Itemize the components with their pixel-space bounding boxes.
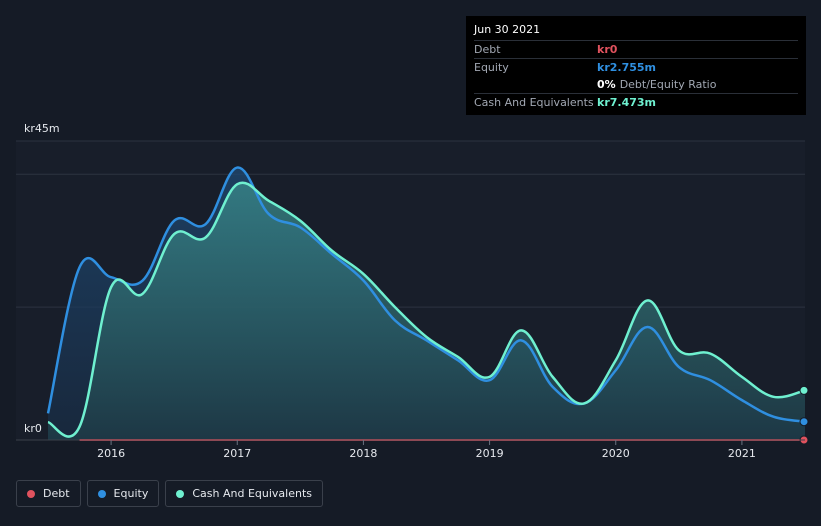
legend-label-cash: Cash And Equivalents: [192, 487, 312, 500]
x-tick-label: 2021: [728, 447, 756, 460]
x-tick-label: 2020: [602, 447, 630, 460]
tooltip-cash-label: Cash And Equivalents: [474, 96, 594, 109]
legend-label-debt: Debt: [43, 487, 70, 500]
legend-item-debt[interactable]: Debt: [16, 480, 81, 507]
x-tick-label: 2016: [97, 447, 125, 460]
cash-dot-icon: [176, 489, 185, 498]
tooltip-ratio-label: Debt/Equity Ratio: [619, 78, 717, 91]
x-tick-label: 2019: [476, 447, 504, 460]
legend: Debt Equity Cash And Equivalents: [16, 480, 323, 507]
tooltip-ratio-value: 0%: [597, 78, 616, 91]
legend-label-equity: Equity: [113, 487, 149, 500]
tooltip-equity-value: kr2.755m: [597, 61, 656, 74]
x-tick-label: 2017: [223, 447, 251, 460]
equity-dot-icon: [97, 489, 106, 498]
tooltip-cash-value: kr7.473m: [597, 96, 656, 109]
tooltip-row-debt: Debt kr0: [474, 41, 798, 59]
tooltip-date: Jun 30 2021: [474, 20, 798, 41]
legend-item-cash[interactable]: Cash And Equivalents: [165, 480, 323, 507]
equity-end-point: [799, 417, 809, 427]
tooltip: Jun 30 2021 Debt kr0 Equity kr2.755m 0% …: [466, 16, 806, 115]
tooltip-row-equity: Equity kr2.755m: [474, 59, 798, 76]
tooltip-debt-label: Debt: [474, 43, 501, 56]
debt-dot-icon: [27, 489, 35, 498]
y-axis-top-label: kr45m: [24, 122, 60, 135]
x-tick-label: 2018: [349, 447, 377, 460]
equity-line: [46, 166, 806, 423]
legend-item-equity[interactable]: Equity: [86, 480, 160, 507]
cash-end-point: [799, 385, 809, 395]
tooltip-row-ratio: 0% Debt/Equity Ratio: [474, 76, 798, 94]
tooltip-debt-value: kr0: [597, 43, 618, 56]
cash-line: [47, 181, 806, 438]
tooltip-equity-label: Equity: [474, 61, 509, 74]
cash-area: [48, 182, 805, 441]
y-axis-bottom-label: kr0: [24, 422, 42, 435]
tooltip-row-cash: Cash And Equivalents kr7.473m: [474, 94, 798, 111]
x-axis: 2016 2017 2018 2019 2020 2021: [16, 439, 805, 460]
